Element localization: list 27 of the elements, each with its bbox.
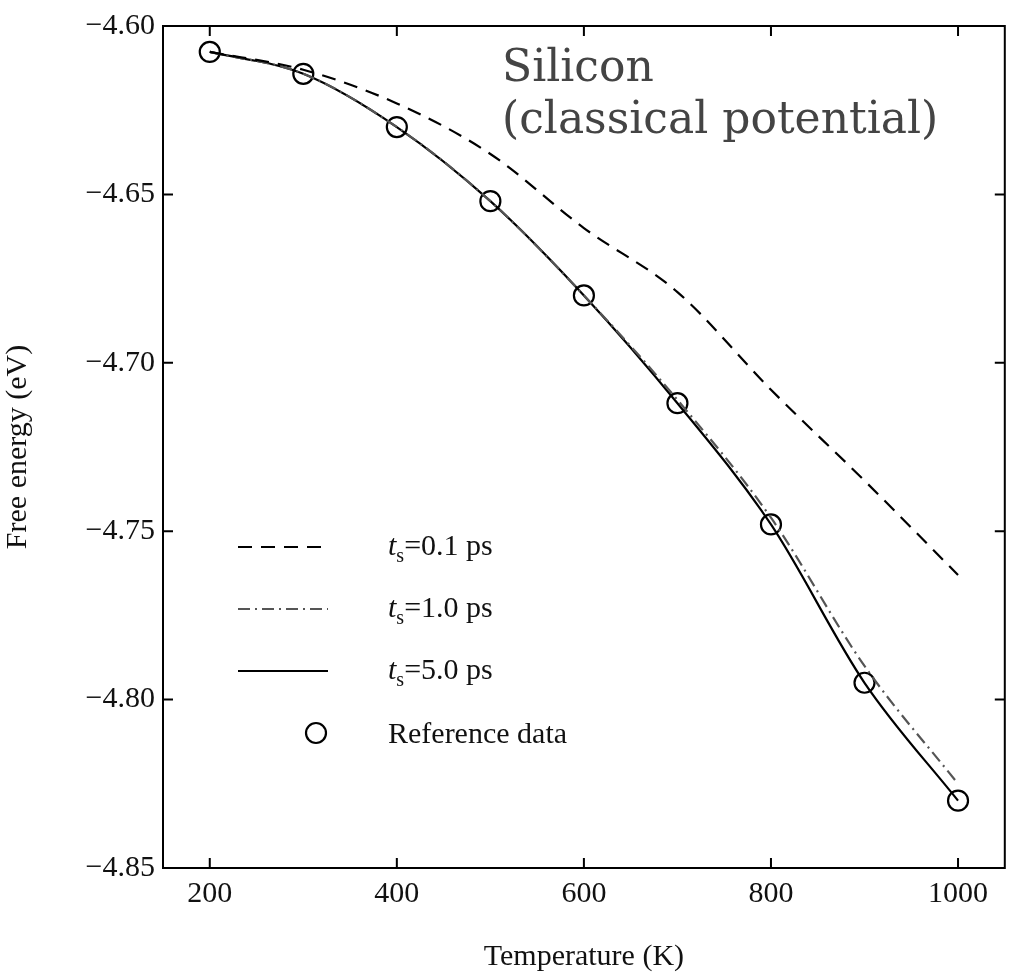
legend-label: t$_{s}$=5.0 ps — [388, 651, 493, 690]
x-tick-label: 600 — [561, 874, 607, 908]
point — [198, 40, 221, 64]
point — [292, 62, 315, 85]
x-axis-title: Temperature (K) — [483, 937, 685, 972]
point — [759, 513, 783, 536]
x-tick-label: 400 — [374, 874, 420, 908]
x-tick-label: 1000 — [928, 874, 989, 908]
x-tick-label: 200 — [187, 874, 233, 908]
x-tick-label: 800 — [748, 874, 794, 908]
y-tick-label: −4.70 — [85, 343, 155, 377]
point — [572, 284, 595, 307]
legend-label: t$_{s}$=0.1 ps — [388, 527, 493, 566]
legend-label: Reference data — [388, 716, 568, 749]
point — [946, 789, 970, 812]
y-tick-label: −4.75 — [85, 512, 155, 546]
point — [385, 115, 408, 139]
y-axis-title: Free energy (eV) — [0, 344, 33, 550]
annotation: Silicon (classical potential) — [502, 40, 940, 144]
point — [666, 392, 689, 415]
legend-label: t$_{s}$=1.0 ps — [388, 589, 493, 628]
point — [853, 671, 876, 694]
y-tick-label: −4.85 — [85, 848, 155, 882]
point — [479, 190, 502, 213]
y-tick-label: −4.65 — [85, 175, 155, 209]
y-tick-label: −4.80 — [85, 680, 155, 714]
y-tick-label: −4.60 — [85, 6, 155, 40]
